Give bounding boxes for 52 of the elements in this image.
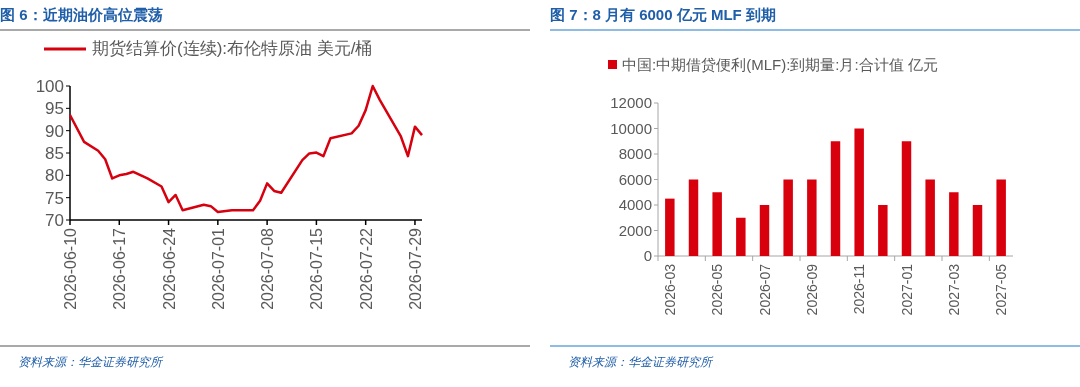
y-tick-label: 8000 <box>618 145 652 163</box>
bar <box>736 217 746 256</box>
x-tick-label: 2027-03 <box>945 263 962 316</box>
bar <box>807 179 817 256</box>
x-tick-label: 2026-06-10 <box>62 227 79 310</box>
y-tick-label: 80 <box>45 166 64 186</box>
legend-label: 中国:中期借贷便利(MLF):到期量:月:合计值 亿元 <box>622 56 938 73</box>
bar <box>901 141 912 256</box>
bar <box>759 205 770 256</box>
y-tick-label: 100 <box>35 76 64 96</box>
y-tick-label: 4000 <box>618 196 652 214</box>
line-series <box>68 84 424 214</box>
bar <box>688 179 699 256</box>
chart-title: 图 7：8 月有 6000 亿元 MLF 到期 <box>550 6 776 23</box>
bar <box>925 179 935 256</box>
y-tick-label: 2000 <box>618 221 652 239</box>
text: 资料来源：华金证券研究所 <box>18 355 164 369</box>
chart-title: 图 6：近期油价高位震荡 <box>0 6 163 23</box>
x-tick-label: 2026-07-01 <box>209 227 227 310</box>
x-tick-label: 2026-07-08 <box>259 227 277 310</box>
bar <box>854 128 864 256</box>
bar <box>949 192 959 256</box>
x-tick-label: 2026-07-29 <box>406 227 424 310</box>
y-tick-label: 75 <box>45 188 64 208</box>
y-tick-label: 90 <box>45 121 64 141</box>
bar <box>878 205 888 256</box>
x-tick-label: 2027-05 <box>993 263 1010 316</box>
y-tick-label: 95 <box>45 99 64 119</box>
x-tick-label: 2026-11 <box>851 263 868 315</box>
text: 资料来源：华金证券研究所 <box>568 355 714 369</box>
y-tick-label: 0 <box>643 247 652 265</box>
bar <box>783 179 793 256</box>
y-tick-label: 85 <box>45 143 64 163</box>
x-tick-label: 2026-09 <box>803 263 820 316</box>
x-tick-label: 2026-03 <box>661 263 678 316</box>
x-tick-label: 2026-05 <box>709 263 726 316</box>
x-tick-label: 2026-07 <box>756 263 773 316</box>
x-tick-label: 2026-07-15 <box>308 227 326 310</box>
bar <box>972 205 983 256</box>
bar <box>996 179 1006 256</box>
y-tick-label: 10000 <box>610 119 652 137</box>
x-tick-label: 2026-06-17 <box>111 227 129 310</box>
bar <box>665 198 675 256</box>
legend-label: 期货结算价(连续):布伦特原油 美元/桶 <box>92 39 373 58</box>
bar <box>712 192 722 256</box>
x-tick-label: 2026-06-24 <box>160 227 178 310</box>
x-tick-label: 2027-01 <box>898 263 915 316</box>
y-tick-label: 12000 <box>610 94 652 112</box>
bar <box>830 141 841 256</box>
y-tick-label: 70 <box>45 210 64 230</box>
y-tick-label: 6000 <box>618 170 652 188</box>
x-tick-label: 2026-07-22 <box>357 227 375 310</box>
